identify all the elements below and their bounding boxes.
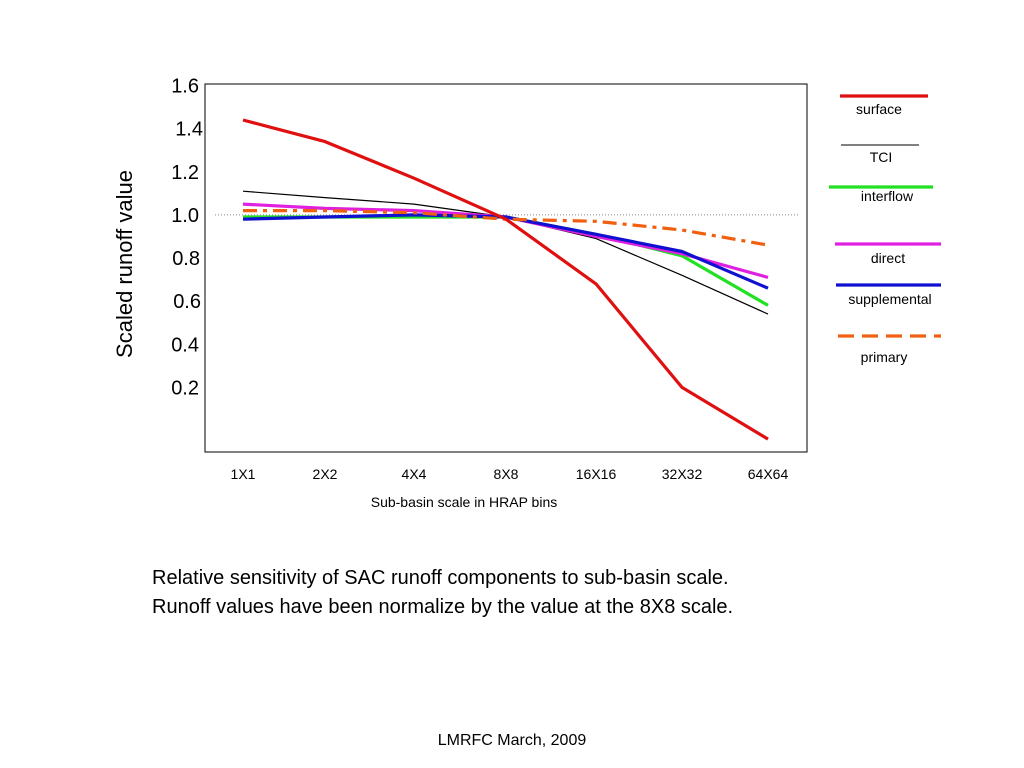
x-tick-label: 1X1 <box>231 466 256 482</box>
legend-label-TCI: TCI <box>870 149 893 165</box>
series-line-supplemental <box>242 213 769 290</box>
legend-label-supplemental: supplemental <box>848 291 931 307</box>
x-tick-label: 32X32 <box>662 466 703 482</box>
y-tick-label: 1.2 <box>171 162 199 184</box>
y-tick-label: 1.0 <box>171 205 199 227</box>
x-axis-title: Sub-basin scale in HRAP bins <box>371 494 558 510</box>
series-line-surface <box>242 118 769 441</box>
y-tick-label: 1.6 <box>171 76 199 98</box>
y-tick-label: 0.4 <box>171 334 199 356</box>
x-tick-label: 64X64 <box>748 466 789 482</box>
legend: surface TCI interflow direct supplemental pri… <box>829 94 941 365</box>
series-line-interflow <box>243 215 769 307</box>
y-tick-label: 0.2 <box>171 377 199 399</box>
x-tick-label: 16X16 <box>576 466 617 482</box>
y-tick-label: 0.8 <box>172 248 200 270</box>
y-axis-title: Scaled runoff value <box>112 170 137 358</box>
caption-line-2: Runoff values have been normalize by the… <box>152 596 734 618</box>
x-tick-label: 2X2 <box>313 466 338 482</box>
footer-credit: LMRFC March, 2009 <box>437 732 587 749</box>
legend-label-surface: surface <box>856 101 902 117</box>
y-tick-label: 0.6 <box>173 291 201 313</box>
plot-area <box>204 83 808 453</box>
legend-label-direct: direct <box>871 250 905 266</box>
x-tick-label: 4X4 <box>402 466 427 482</box>
caption: Relative sensitivity of SAC runoff compo… <box>152 564 952 622</box>
legend-label-primary: primary <box>861 349 908 365</box>
caption-line-1: Relative sensitivity of SAC runoff compo… <box>152 567 729 589</box>
y-tick-label: 1.4 <box>175 119 203 141</box>
x-tick-label: 8X8 <box>494 466 519 482</box>
legend-label-interflow: interflow <box>861 188 914 204</box>
